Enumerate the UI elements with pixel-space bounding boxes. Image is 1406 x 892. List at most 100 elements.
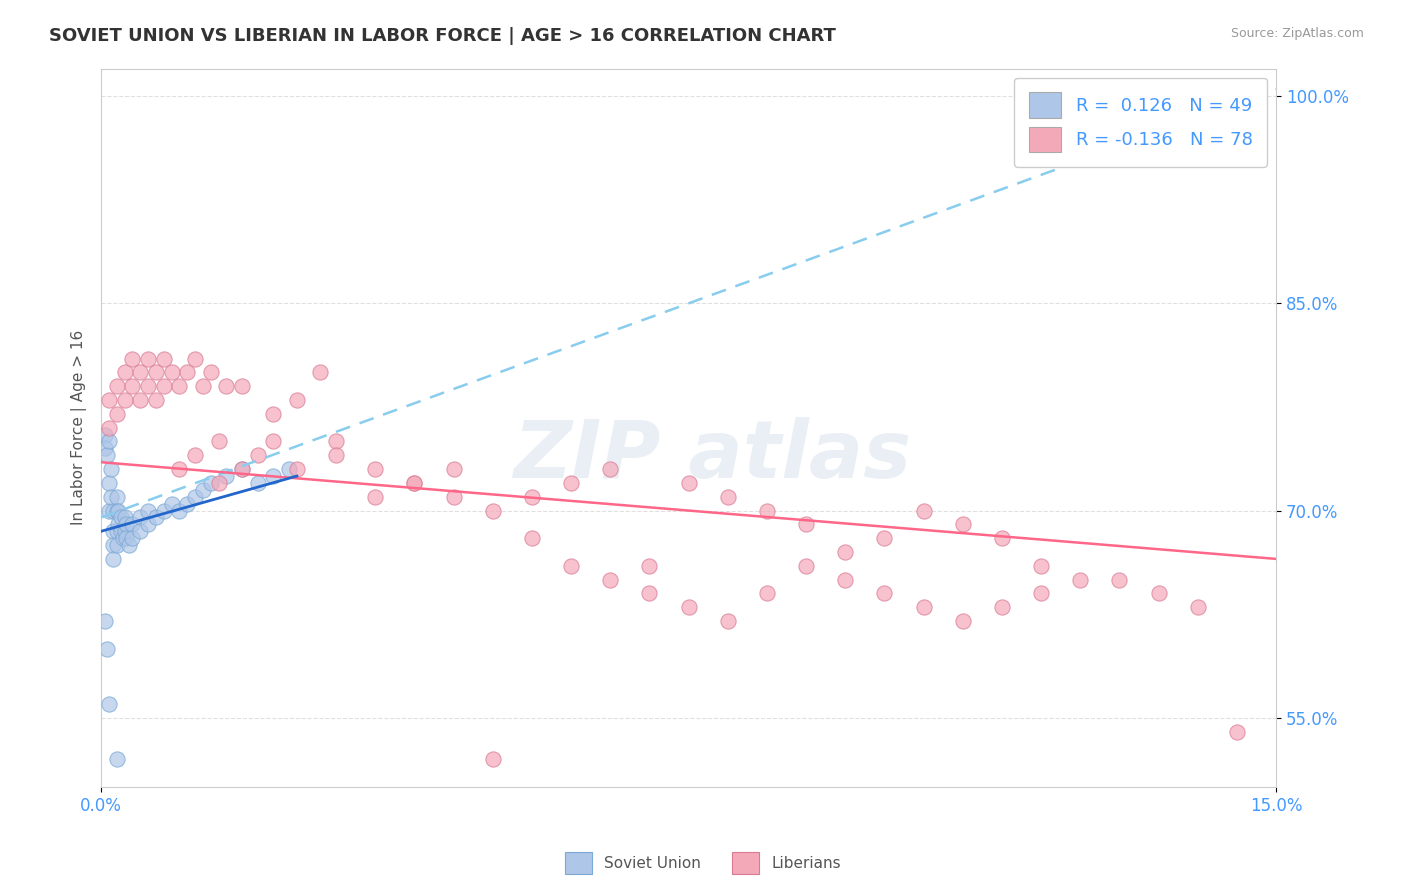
Point [481,752,503,766]
Point [678,600,700,615]
Point [94,614,117,628]
Point [97,503,120,517]
Point [184,490,207,504]
Point [114,392,136,407]
Point [101,538,124,552]
Point [96,641,118,656]
Point [200,366,222,380]
Point [152,379,174,393]
Point [107,503,129,517]
Point [129,510,152,524]
Point [231,379,253,393]
Point [96,448,118,462]
Point [443,462,465,476]
Point [105,407,128,421]
Point [481,503,503,517]
Point [560,475,582,490]
Point [97,697,120,711]
Point [246,475,269,490]
Point [121,517,143,532]
Point [101,524,124,539]
Point [100,462,122,476]
Point [121,531,143,545]
Point [309,366,332,380]
Point [520,531,543,545]
Point [207,475,229,490]
Point [560,558,582,573]
Point [136,517,159,532]
Point [105,538,128,552]
Point [215,379,238,393]
Point [952,517,974,532]
Point [169,462,191,476]
Point [101,552,124,566]
Point [717,614,740,628]
Point [114,366,136,380]
Point [105,752,128,766]
Point [278,462,301,476]
Point [215,469,238,483]
Point [231,462,253,476]
Point [1029,586,1052,600]
Point [160,497,183,511]
Point [952,614,974,628]
Point [100,490,122,504]
Point [105,490,128,504]
Point [1147,586,1170,600]
Point [110,524,132,539]
Point [1069,573,1091,587]
Point [991,531,1014,545]
Point [101,503,124,517]
Point [184,351,207,366]
Text: SOVIET UNION VS LIBERIAN IN LABOR FORCE | AGE > 16 CORRELATION CHART: SOVIET UNION VS LIBERIAN IN LABOR FORCE … [49,27,837,45]
Point [191,483,214,497]
Point [404,475,426,490]
Point [717,490,740,504]
Point [638,558,661,573]
Point [599,462,621,476]
Point [873,531,896,545]
Y-axis label: In Labor Force | Age > 16: In Labor Force | Age > 16 [72,330,87,525]
Point [200,475,222,490]
Point [638,586,661,600]
Point [231,462,253,476]
Point [121,379,143,393]
Point [117,538,139,552]
Point [105,379,128,393]
Point [115,517,138,532]
Point [755,503,778,517]
Point [152,503,174,517]
Point [145,366,167,380]
Point [169,503,191,517]
Point [105,503,128,517]
Point [364,490,387,504]
Point [262,407,284,421]
Point [129,392,152,407]
Point [97,392,120,407]
Point [912,600,935,615]
Point [94,427,117,442]
Legend: Soviet Union, Liberians: Soviet Union, Liberians [558,846,848,880]
Point [169,379,191,393]
Point [1187,600,1209,615]
Point [834,545,856,559]
Point [105,524,128,539]
Text: ZIP atlas: ZIP atlas [513,417,911,495]
Point [991,600,1014,615]
Point [834,573,856,587]
Point [184,448,207,462]
Point [136,503,159,517]
Point [262,434,284,449]
Point [325,434,347,449]
Point [443,490,465,504]
Point [912,503,935,517]
Point [404,475,426,490]
Point [94,442,117,456]
Text: Source: ZipAtlas.com: Source: ZipAtlas.com [1230,27,1364,40]
Point [97,420,120,434]
Point [129,366,152,380]
Point [97,475,120,490]
Point [145,392,167,407]
Point [97,434,120,449]
Point [794,517,817,532]
